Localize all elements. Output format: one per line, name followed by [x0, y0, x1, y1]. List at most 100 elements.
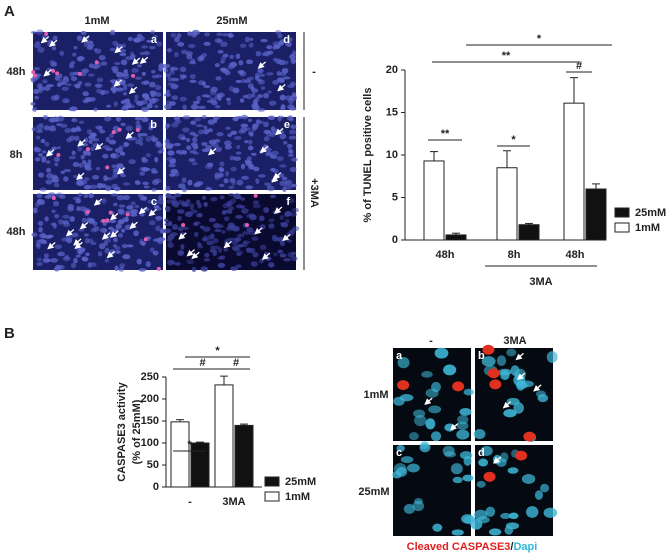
nucleus [241, 79, 246, 84]
nucleus [43, 125, 51, 131]
nucleus [38, 123, 44, 127]
nucleus [148, 81, 156, 88]
nucleus [166, 48, 172, 53]
nucleus [182, 104, 187, 110]
nucleus [241, 175, 250, 180]
nucleus [399, 393, 414, 402]
significance-label: * [187, 439, 192, 451]
nucleus [173, 52, 179, 58]
nucleus [240, 197, 246, 201]
positive-cell [111, 130, 116, 135]
nucleus [109, 47, 116, 52]
nucleus [64, 127, 72, 134]
nucleus [279, 215, 285, 220]
micrograph [393, 347, 475, 442]
positive-cell [244, 223, 249, 228]
nucleus [166, 156, 174, 162]
x-tick-label: 8h [508, 249, 521, 261]
nucleus [452, 476, 463, 484]
nucleus [83, 137, 89, 143]
nucleus [163, 228, 172, 234]
nucleus [485, 506, 496, 517]
positive-cell [523, 431, 536, 442]
nucleus [163, 67, 169, 73]
nucleus [88, 135, 96, 140]
nucleus [56, 82, 62, 87]
nucleus [188, 158, 196, 163]
nucleus [227, 33, 234, 38]
nucleus [201, 141, 208, 147]
nucleus [289, 129, 297, 135]
nucleus [182, 115, 191, 120]
nucleus [434, 347, 449, 359]
nucleus [152, 34, 158, 39]
nucleus [141, 45, 149, 49]
positive-cell [487, 368, 500, 379]
nucleus [42, 79, 48, 84]
nucleus [134, 94, 139, 99]
nucleus [170, 66, 179, 71]
nucleus [187, 179, 193, 186]
positive-cell [131, 73, 136, 78]
nucleus [145, 136, 152, 142]
bar [585, 188, 607, 241]
nucleus [289, 149, 294, 154]
nucleus [278, 59, 286, 66]
nucleus [244, 36, 250, 43]
nucleus [194, 231, 199, 238]
bar [214, 384, 234, 488]
nucleus [217, 262, 226, 268]
nucleus [185, 137, 191, 143]
nucleus [169, 173, 176, 177]
nucleus [169, 195, 177, 200]
nucleus [51, 146, 58, 151]
nucleus [74, 128, 82, 132]
nucleus [179, 66, 187, 73]
nucleus [178, 151, 184, 155]
positive-cell [85, 147, 90, 152]
nucleus [235, 250, 244, 254]
y-tick-label: 200 [141, 393, 159, 405]
nucleus [271, 150, 279, 156]
y-axis-label: CASPASE3 activity [116, 381, 128, 481]
nucleus [108, 139, 117, 145]
nucleus [155, 141, 161, 146]
nucleus [145, 261, 151, 268]
nucleus [218, 172, 224, 178]
arrow [449, 423, 459, 431]
positive-cell [181, 223, 186, 228]
nucleus [263, 121, 269, 128]
nucleus [82, 150, 89, 156]
positive-cell [108, 210, 113, 215]
nucleus [119, 263, 126, 269]
nucleus [99, 129, 106, 134]
nucleus [248, 247, 256, 254]
nucleus [223, 178, 229, 184]
nucleus [507, 467, 519, 474]
nucleus [250, 152, 257, 156]
nucleus [247, 83, 254, 89]
nucleus [101, 145, 110, 149]
arrow [106, 250, 116, 259]
arrow [502, 401, 512, 409]
nucleus [257, 94, 263, 99]
nucleus [66, 238, 73, 244]
nucleus [103, 241, 108, 247]
nucleus [149, 247, 155, 253]
arrow [223, 240, 232, 249]
nucleus [260, 38, 268, 43]
nucleus [265, 131, 273, 137]
nucleus [145, 152, 152, 158]
nucleus [177, 42, 185, 47]
nucleus [51, 46, 57, 51]
nucleus [155, 216, 163, 220]
nucleus [80, 143, 89, 147]
nucleus [291, 256, 298, 262]
bar [496, 167, 518, 241]
nucleus [70, 262, 77, 269]
arrow [77, 139, 86, 147]
nucleus [167, 259, 174, 266]
nucleus [89, 184, 98, 190]
arrow [275, 127, 284, 136]
micrograph [31, 192, 166, 272]
